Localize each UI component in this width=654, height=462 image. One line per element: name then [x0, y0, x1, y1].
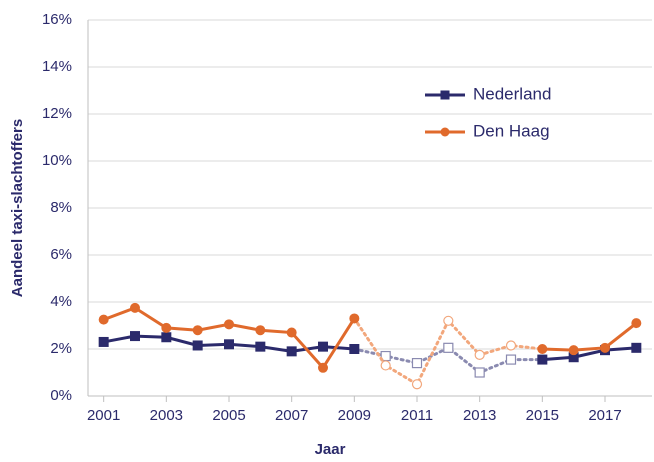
marker	[224, 339, 234, 350]
x-tick-label: 2011	[401, 407, 433, 424]
marker	[255, 341, 266, 352]
marker	[192, 325, 203, 336]
y-tick-label: 14%	[42, 58, 72, 75]
marker	[192, 340, 203, 351]
x-tick-label: 2001	[87, 407, 120, 424]
x-tick-label: 2015	[526, 407, 559, 424]
marker	[411, 358, 423, 369]
marker	[411, 379, 423, 390]
marker	[130, 331, 140, 342]
y-tick-label: 0%	[50, 387, 72, 404]
marker	[505, 340, 517, 351]
series-line	[540, 346, 638, 362]
marker	[161, 332, 172, 343]
marker	[318, 341, 328, 352]
marker	[255, 325, 266, 336]
x-tick-label: 2005	[212, 407, 245, 424]
x-axis-label: Jaar	[315, 441, 346, 458]
legend-label: Den Haag	[473, 121, 550, 140]
x-tick-label: 2003	[150, 407, 183, 424]
marker	[349, 344, 360, 354]
marker	[537, 344, 548, 354]
marker	[349, 313, 360, 324]
legend-label: Nederland	[473, 84, 551, 103]
x-tick-label: 2007	[275, 407, 308, 424]
marker	[443, 315, 454, 326]
marker	[380, 360, 391, 371]
marker	[474, 367, 485, 378]
marker	[286, 346, 297, 357]
y-tick-label: 10%	[42, 152, 72, 169]
y-tick-label: 8%	[50, 199, 72, 216]
y-axis-label: Aandeel taxi-slachtoffers	[9, 119, 26, 297]
y-tick-label: 2%	[50, 340, 72, 357]
y-tick-label: 4%	[50, 293, 72, 310]
marker	[98, 314, 109, 325]
y-tick-label: 16%	[42, 11, 72, 28]
marker	[631, 342, 642, 353]
x-tick-label: 2017	[588, 407, 621, 424]
marker	[631, 318, 642, 329]
series-line	[540, 321, 638, 352]
series-line	[102, 306, 356, 371]
marker	[130, 302, 140, 313]
legend-marker	[440, 127, 450, 137]
marker	[224, 319, 234, 330]
y-tick-label: 12%	[42, 105, 72, 122]
marker	[98, 336, 109, 347]
marker	[600, 342, 610, 353]
marker	[318, 362, 328, 373]
legend-marker	[440, 90, 450, 100]
marker	[474, 349, 485, 360]
marker	[286, 327, 297, 338]
x-tick-label: 2013	[463, 407, 496, 424]
marker	[537, 354, 548, 365]
marker	[568, 345, 579, 356]
x-tick-label: 2009	[338, 407, 371, 424]
y-tick-label: 6%	[50, 246, 72, 263]
marker	[443, 342, 454, 353]
marker	[161, 322, 172, 333]
marker	[505, 354, 517, 365]
